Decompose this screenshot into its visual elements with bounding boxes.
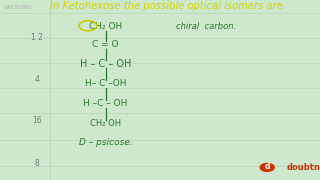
- Text: 1 2: 1 2: [31, 33, 43, 42]
- Text: chiral  carbon.: chiral carbon.: [176, 22, 236, 31]
- Text: CH₂ OH: CH₂ OH: [90, 119, 121, 128]
- Text: 4: 4: [34, 75, 39, 84]
- Text: 16: 16: [32, 116, 42, 125]
- Circle shape: [260, 163, 274, 171]
- Text: CH₂ OH: CH₂ OH: [89, 22, 122, 31]
- Text: C = O: C = O: [92, 40, 119, 49]
- Text: D – psicose.: D – psicose.: [79, 138, 132, 147]
- Text: H– C –OH: H– C –OH: [85, 79, 126, 88]
- Text: H – C – OH: H – C – OH: [80, 59, 131, 69]
- Text: d: d: [264, 162, 270, 171]
- Text: H –C – OH: H –C – OH: [84, 99, 128, 108]
- Text: doubtnut: doubtnut: [286, 163, 320, 172]
- Text: 14535360: 14535360: [3, 5, 31, 10]
- Text: In Ketohexose the possible optical isomers are: In Ketohexose the possible optical isome…: [50, 1, 283, 11]
- Text: 8: 8: [35, 159, 39, 168]
